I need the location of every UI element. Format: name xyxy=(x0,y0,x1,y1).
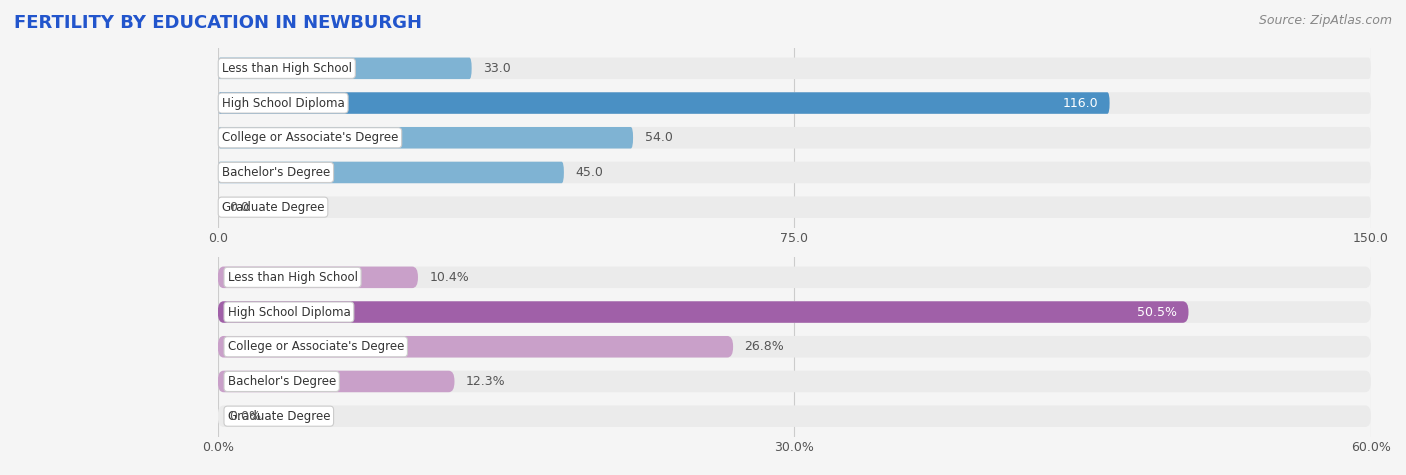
Text: 54.0: 54.0 xyxy=(644,131,672,144)
Text: Bachelor's Degree: Bachelor's Degree xyxy=(222,166,330,179)
FancyBboxPatch shape xyxy=(218,127,633,149)
Text: High School Diploma: High School Diploma xyxy=(228,305,350,319)
FancyBboxPatch shape xyxy=(218,92,1109,114)
Text: Graduate Degree: Graduate Degree xyxy=(228,409,330,423)
FancyBboxPatch shape xyxy=(218,336,1371,358)
FancyBboxPatch shape xyxy=(218,301,1188,323)
FancyBboxPatch shape xyxy=(218,92,1371,114)
Text: 0.0%: 0.0% xyxy=(229,409,262,423)
Text: High School Diploma: High School Diploma xyxy=(222,96,344,110)
FancyBboxPatch shape xyxy=(218,162,1371,183)
Text: Less than High School: Less than High School xyxy=(222,62,352,75)
FancyBboxPatch shape xyxy=(218,266,418,288)
Text: 116.0: 116.0 xyxy=(1063,96,1098,110)
FancyBboxPatch shape xyxy=(218,162,564,183)
Text: 0.0: 0.0 xyxy=(229,200,249,214)
Text: 10.4%: 10.4% xyxy=(429,271,470,284)
Text: College or Associate's Degree: College or Associate's Degree xyxy=(228,340,404,353)
Text: College or Associate's Degree: College or Associate's Degree xyxy=(222,131,398,144)
Text: 12.3%: 12.3% xyxy=(465,375,505,388)
FancyBboxPatch shape xyxy=(218,127,1371,149)
FancyBboxPatch shape xyxy=(218,57,471,79)
Text: Graduate Degree: Graduate Degree xyxy=(222,200,325,214)
Text: Bachelor's Degree: Bachelor's Degree xyxy=(228,375,336,388)
FancyBboxPatch shape xyxy=(218,370,1371,392)
Text: 33.0: 33.0 xyxy=(484,62,510,75)
Text: FERTILITY BY EDUCATION IN NEWBURGH: FERTILITY BY EDUCATION IN NEWBURGH xyxy=(14,14,422,32)
Text: 50.5%: 50.5% xyxy=(1137,305,1177,319)
FancyBboxPatch shape xyxy=(218,370,454,392)
FancyBboxPatch shape xyxy=(218,301,1371,323)
FancyBboxPatch shape xyxy=(218,336,733,358)
FancyBboxPatch shape xyxy=(218,406,1371,427)
Text: 26.8%: 26.8% xyxy=(744,340,785,353)
FancyBboxPatch shape xyxy=(218,266,1371,288)
Text: Less than High School: Less than High School xyxy=(228,271,357,284)
FancyBboxPatch shape xyxy=(218,197,1371,218)
Text: 45.0: 45.0 xyxy=(575,166,603,179)
Text: Source: ZipAtlas.com: Source: ZipAtlas.com xyxy=(1258,14,1392,27)
FancyBboxPatch shape xyxy=(218,57,1371,79)
